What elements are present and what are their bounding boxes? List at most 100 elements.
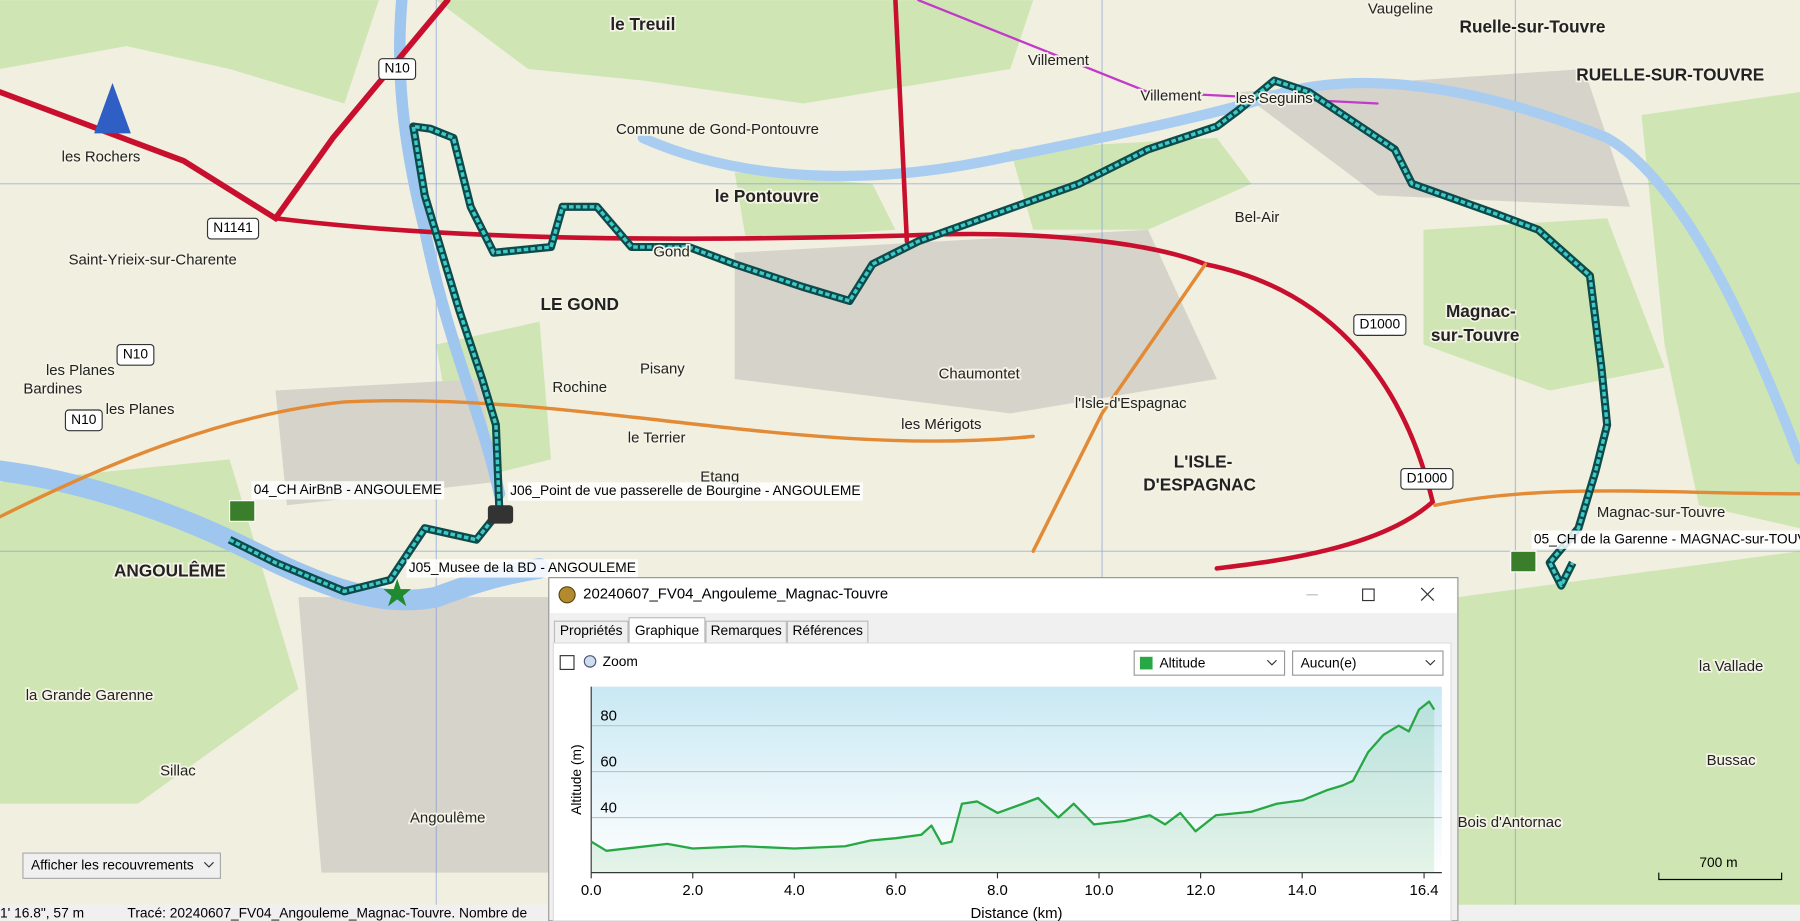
- maximize-button[interactable]: [1362, 588, 1375, 602]
- road-shield: [116, 343, 155, 366]
- road-shield-label: D1000: [1407, 471, 1448, 486]
- chevron: [1266, 659, 1277, 666]
- y-tick-label: 60: [600, 753, 617, 770]
- waypoint-label: J06_Point de vue passerelle de Bourgine …: [510, 483, 860, 498]
- y-tick-label: 80: [600, 707, 617, 724]
- x-axis-title: Distance (km): [971, 905, 1063, 921]
- place-label: la Grande Garenne: [26, 687, 154, 704]
- road-shield-label: N10: [385, 61, 411, 76]
- road-shield-label: N1141: [213, 220, 253, 235]
- place-label: les Planes: [46, 362, 115, 379]
- place-label: les Mérigots: [901, 416, 981, 433]
- y-tick-label: 40: [600, 799, 617, 816]
- tab-label: Remarques: [711, 623, 782, 638]
- place-label: les Seguins: [1236, 90, 1313, 107]
- road-shield-label: D1000: [1360, 317, 1401, 332]
- close-button[interactable]: [1420, 587, 1435, 601]
- tab[interactable]: [628, 617, 706, 645]
- overlay-dropdown[interactable]: [22, 852, 221, 879]
- place-label: Bel-Air: [1235, 209, 1280, 226]
- place-label: Magnac-: [1446, 301, 1516, 321]
- waypoint-label: 04_CH AirBnB - ANGOULEME: [254, 482, 442, 497]
- place-label: L'ISLE-: [1174, 451, 1233, 471]
- dialog-titlebar: [549, 578, 1457, 614]
- place-label: Bussac: [1707, 752, 1756, 769]
- waypoint-label-bg: [507, 482, 863, 501]
- x-tick-label: 4.0: [784, 882, 805, 899]
- place-label: le Pontouvre: [715, 186, 819, 206]
- x-tick-label: 2.0: [682, 882, 703, 899]
- road-shield: [206, 217, 260, 240]
- roads: [0, 0, 1800, 571]
- second-select[interactable]: [1292, 650, 1444, 676]
- x-tick-label: 8.0: [987, 882, 1008, 899]
- place-label: ANGOULÊME: [114, 560, 226, 580]
- scale-bar: [1658, 872, 1783, 881]
- road-shield-label: N10: [71, 412, 97, 427]
- series-select-label: Altitude: [1159, 655, 1205, 670]
- plot-area: [591, 686, 1442, 873]
- tab-label: Graphique: [635, 623, 700, 638]
- zoom-checkbox[interactable]: [559, 655, 575, 671]
- place-label: l'Isle-d'Espagnac: [1075, 395, 1187, 412]
- place-label: Villement: [1140, 88, 1202, 105]
- overlay-dropdown-label: Afficher les recouvrements: [31, 857, 194, 872]
- series-select[interactable]: [1133, 650, 1286, 676]
- place-label: Bois d'Antornac: [1458, 814, 1562, 831]
- zoom-label: Zoom: [603, 654, 638, 669]
- altitude-line: [590, 700, 1436, 852]
- place-label: Chaumontet: [939, 365, 1021, 382]
- x-tick-label: 16.4: [1410, 882, 1439, 899]
- road-shield: [1353, 314, 1407, 336]
- chevron: [203, 861, 214, 868]
- waypoint-label: J05_Musee de la BD - ANGOULEME: [409, 560, 636, 575]
- place-label: RUELLE-SUR-TOUVRE: [1576, 64, 1764, 84]
- altitude-area: [591, 701, 1435, 873]
- tabs: Propriétés Graphique Remarques Références: [553, 617, 869, 645]
- place-label: la Vallade: [1699, 658, 1763, 675]
- place-label: Villement: [1028, 52, 1090, 69]
- place-label: les Planes: [106, 401, 175, 418]
- status-coords: 1' 16.8", 57 m: [0, 906, 84, 921]
- dialog-title: 20240607_FV04_Angouleme_Magnac-Touvre: [583, 586, 888, 603]
- tab-label: Propriétés: [560, 623, 623, 638]
- place-label: le Treuil: [610, 14, 675, 34]
- second-select-label: Aucun(e): [1301, 655, 1357, 670]
- waypoint-label-bg: [406, 559, 639, 578]
- x-tick-label: 12.0: [1186, 882, 1215, 899]
- place-label: Saint-Yrieix-sur-Charente: [69, 252, 237, 269]
- place-label: Commune de Gond-Pontouvre: [616, 121, 819, 138]
- star-icon[interactable]: [383, 578, 411, 607]
- road-shield: [1400, 467, 1454, 490]
- place-label: Etang: [700, 469, 739, 486]
- status-track: Tracé: 20240607_FV04_Angouleme_Magnac-To…: [127, 906, 527, 921]
- place-label: Gond: [653, 244, 689, 261]
- map-labels: le Treuil Vaugeline Ruelle-sur-Touvre RUELL…: [22, 0, 1800, 833]
- road-shield: [378, 58, 417, 80]
- place-label: Bardines: [23, 380, 82, 397]
- x-tick-label: 0.0: [581, 882, 602, 899]
- altitude-chart: 40 60 80 0.0 2.0 4.0 6.0 8.0 10.0 12.0 14.0 16.4 Dis…: [569, 686, 1442, 921]
- road-shield-label: N10: [123, 347, 149, 362]
- camera-icon[interactable]: [487, 505, 514, 524]
- series-swatch: [1139, 656, 1153, 670]
- chevron: [1425, 659, 1436, 666]
- scale-label: 700 m: [1699, 855, 1737, 870]
- place-label: Rochine: [552, 379, 607, 396]
- place-label: Angoulême: [410, 810, 485, 827]
- lodging-icon[interactable]: [1510, 550, 1537, 573]
- track-inner: [228, 78, 1609, 594]
- summit-icon: [94, 82, 131, 134]
- place-label: Magnac-sur-Touvre: [1597, 504, 1725, 521]
- lodging-icon[interactable]: [229, 500, 256, 522]
- place-label: les Rochers: [62, 148, 141, 165]
- place-label: LE GOND: [541, 294, 619, 314]
- zoom-icon: [583, 655, 597, 668]
- place-label: Pisany: [640, 361, 685, 378]
- waypoint-label-bg: [1531, 530, 1800, 549]
